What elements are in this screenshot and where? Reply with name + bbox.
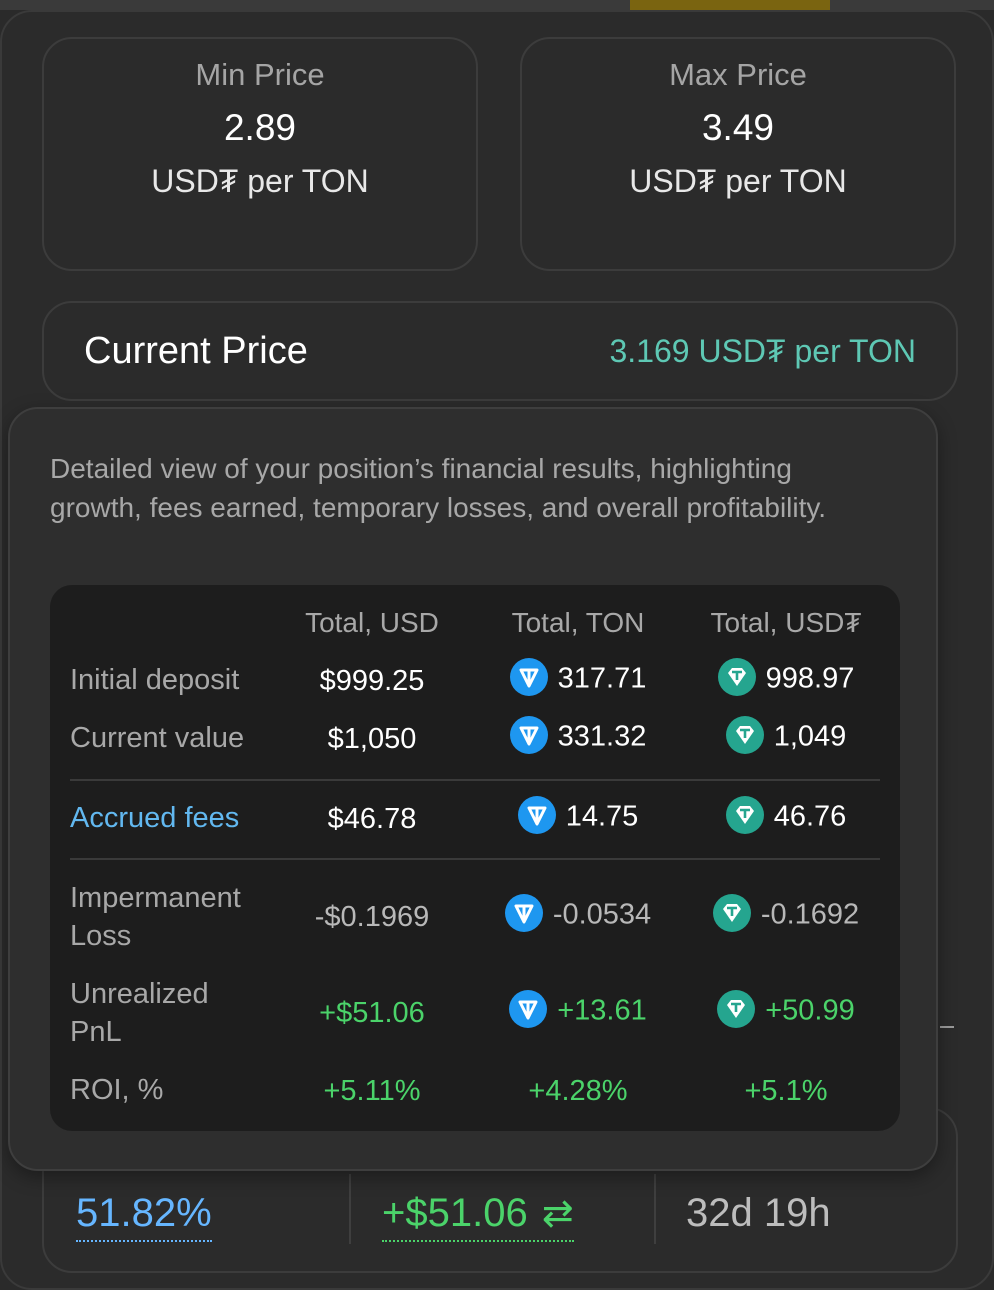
pnl-toggle[interactable]: +$51.06 ⇄: [382, 1191, 574, 1242]
current-price-value: 3.169 USD₮ per TON: [609, 333, 917, 369]
initial-deposit-usdt-value: 998.97: [765, 662, 855, 695]
impermanent-loss-usdt: -0.1692: [686, 894, 886, 935]
row-label-unrealized-pnl: Unrealized PnL: [70, 978, 209, 1048]
row-label-initial-deposit: Initial deposit: [70, 664, 240, 696]
usdt-icon: [712, 894, 751, 932]
accrued-fees-ton-value: 14.75: [565, 800, 639, 833]
row-label-impermanent-loss: Impermanent Loss: [70, 882, 241, 952]
position-stats-bar: 51.82% +$51.06 ⇄ 32d 19h: [42, 1107, 958, 1273]
pnl-value: +$51.06: [382, 1191, 528, 1235]
unrealized-pnl-usdt-value: +50.99: [765, 994, 855, 1027]
roi-usdt: +5.1%: [744, 1075, 828, 1107]
table-divider: [70, 779, 880, 781]
impermanent-loss-usdt-value: -0.1692: [760, 898, 860, 931]
accrued-fees-ton: 14.75: [478, 796, 678, 837]
unrealized-pnl-ton: +13.61: [478, 990, 678, 1031]
max-price-value: 3.49: [701, 107, 774, 148]
current-value-usdt: 1,049: [686, 716, 886, 757]
max-price-label: Max Price: [669, 57, 807, 92]
accrued-fees-usd: $46.78: [327, 803, 417, 835]
header-total-ton: Total, TON: [511, 607, 645, 638]
impermanent-loss-ton-value: -0.0534: [552, 898, 652, 931]
initial-deposit-usd: $999.25: [319, 665, 425, 697]
table-divider: [70, 858, 880, 860]
current-price-card: Current Price 3.169 USD₮ per TON: [42, 301, 958, 401]
dash-mark: [940, 1026, 954, 1028]
row-label-current-value: Current value: [70, 722, 245, 754]
current-value-ton-value: 331.32: [557, 720, 647, 753]
apr-value[interactable]: 51.82%: [76, 1191, 212, 1242]
usdt-icon: [717, 658, 756, 696]
unrealized-pnl-usd: +$51.06: [319, 997, 425, 1029]
accrued-fees-usdt-value: 46.76: [773, 800, 847, 833]
ton-icon: [504, 894, 543, 932]
min-price-card: Min Price 2.89 USD₮ per TON: [42, 37, 478, 271]
roi-usd: +5.11%: [323, 1075, 421, 1107]
initial-deposit-usdt: 998.97: [686, 658, 886, 699]
financial-details-tooltip: Detailed view of your position’s financi…: [8, 407, 938, 1171]
background-strip: [0, 0, 994, 10]
unrealized-pnl-usdt: +50.99: [686, 990, 886, 1031]
swap-arrows-icon: ⇄: [541, 1193, 574, 1235]
ton-icon: [517, 796, 556, 834]
initial-deposit-ton: 317.71: [478, 658, 678, 699]
current-value-usd: $1,050: [327, 723, 417, 755]
max-price-unit: USD₮ per TON: [629, 163, 847, 199]
roi-ton: +4.28%: [528, 1075, 628, 1107]
max-price-card: Max Price 3.49 USD₮ per TON: [520, 37, 956, 271]
min-price-unit: USD₮ per TON: [151, 163, 369, 199]
initial-deposit-ton-value: 317.71: [557, 662, 647, 695]
ton-icon: [509, 990, 548, 1028]
current-price-label: Current Price: [84, 330, 308, 372]
ton-icon: [509, 716, 548, 754]
usdt-icon: [725, 716, 764, 754]
usdt-icon: [717, 990, 756, 1028]
usdt-icon: [725, 796, 764, 834]
position-age: 32d 19h: [686, 1191, 831, 1235]
accrued-fees-usdt: 46.76: [686, 796, 886, 837]
tooltip-description: Detailed view of your position’s financi…: [50, 453, 827, 523]
min-price-label: Min Price: [195, 57, 325, 92]
ton-icon: [509, 658, 548, 696]
background-accent: [630, 0, 830, 10]
impermanent-loss-usd: -$0.1969: [314, 901, 430, 933]
row-label-accrued-fees[interactable]: Accrued fees: [70, 802, 240, 834]
min-price-value: 2.89: [223, 107, 296, 148]
stats-divider: [654, 1174, 656, 1244]
impermanent-loss-ton: -0.0534: [478, 894, 678, 935]
stats-divider: [349, 1174, 351, 1244]
header-total-usd: Total, USD: [305, 607, 439, 638]
financial-table: Total, USD Total, TON Total, USD₮ Initia…: [50, 585, 900, 1131]
header-total-usdt: Total, USD₮: [710, 607, 862, 638]
current-value-usdt-value: 1,049: [773, 720, 847, 753]
current-value-ton: 331.32: [478, 716, 678, 757]
row-label-roi: ROI, %: [70, 1074, 164, 1106]
unrealized-pnl-ton-value: +13.61: [557, 994, 647, 1027]
